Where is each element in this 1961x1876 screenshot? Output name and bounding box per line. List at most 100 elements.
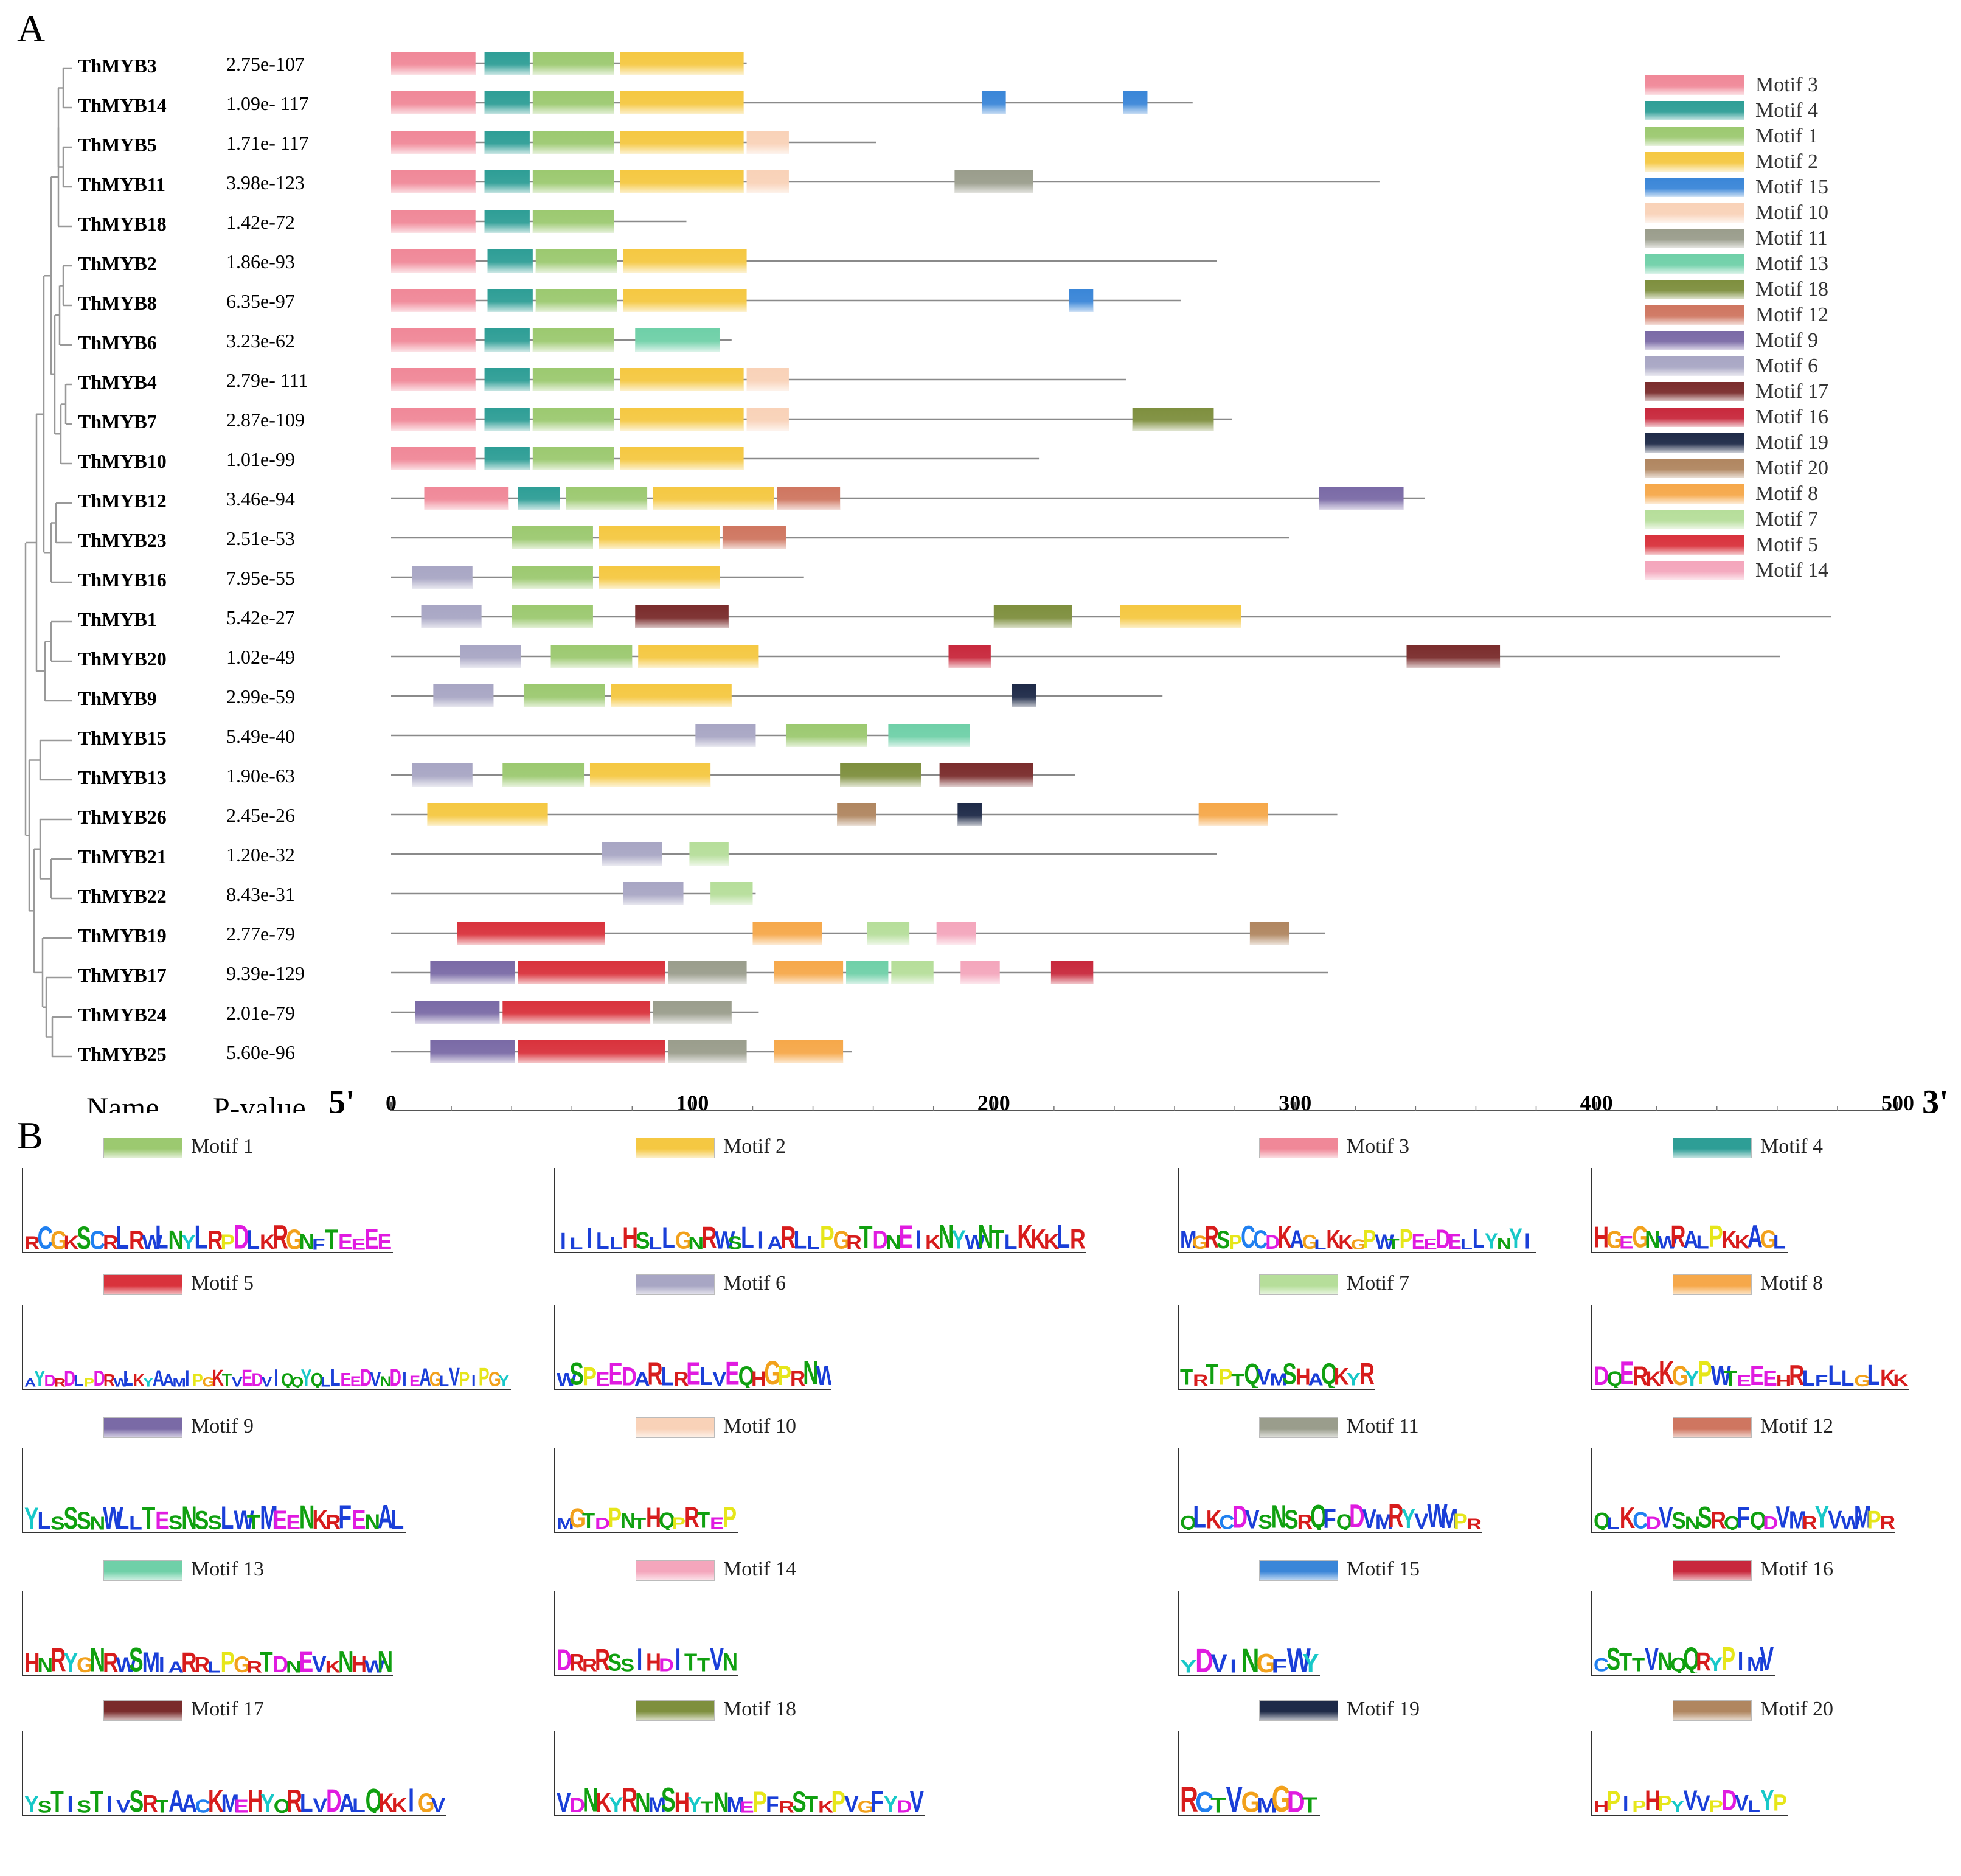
- legend-item-motif-7: Motif 7: [1645, 508, 1818, 530]
- logo-title: Motif 19: [1347, 1698, 1420, 1720]
- motif-8-box: [1198, 803, 1268, 826]
- motif-legend: Motif 3 Motif 4 Motif 1 Motif 2 Motif 15 Moti…: [1645, 74, 1828, 582]
- motif-3-box: [391, 328, 476, 352]
- motif-2-box: [623, 289, 747, 312]
- axis-tick-label: 500: [1881, 1091, 1914, 1115]
- gene-pvalue: 2.77e-79: [226, 923, 295, 945]
- motif-3-box: [424, 487, 509, 510]
- motif-3-box: [391, 289, 476, 312]
- motif-1-box: [785, 724, 867, 747]
- legend-item-motif-20: Motif 20: [1645, 457, 1828, 479]
- gene-row-ThMYB19: ThMYB19 2.77e-79: [78, 922, 1325, 947]
- motif-1-box: [512, 566, 593, 589]
- gene-pvalue: 6.35e-97: [226, 290, 295, 312]
- motif-9-box: [1319, 487, 1404, 510]
- legend-item-motif-14: Motif 14: [1645, 559, 1828, 582]
- legend-item-motif-2: Motif 2: [1645, 150, 1818, 173]
- logo-motif-swatch: [103, 1417, 182, 1438]
- logo-title: Motif 9: [191, 1415, 254, 1437]
- motif-9-box: [430, 1040, 515, 1063]
- logo-motif-swatch: [1259, 1274, 1338, 1295]
- motif-2-box: [611, 684, 732, 707]
- gene-name: ThMYB9: [78, 687, 157, 709]
- logo-title: Motif 10: [723, 1415, 796, 1437]
- motif-3-box: [391, 249, 476, 273]
- gene-name: ThMYB21: [78, 846, 167, 867]
- gene-pvalue: 1.01e-99: [226, 448, 295, 470]
- gene-pvalue: 2.99e-59: [226, 686, 295, 707]
- legend-item-motif-12: Motif 12: [1645, 304, 1828, 326]
- motif-1-box: [532, 328, 614, 352]
- gene-row-ThMYB23: ThMYB23 2.51e-53: [78, 526, 1289, 551]
- gene-pvalue: 1.20e-32: [226, 844, 295, 866]
- logo-motif-swatch: [1673, 1274, 1752, 1295]
- motif-1-box: [535, 289, 617, 312]
- gene-row-ThMYB20: ThMYB20 1.02e-49: [78, 645, 1780, 670]
- legend-item-motif-1: Motif 1: [1645, 125, 1818, 147]
- legend-item-motif-5: Motif 5: [1645, 533, 1818, 556]
- gene-pvalue: 1.71e- 117: [226, 132, 309, 154]
- motif-4-box: [484, 131, 530, 154]
- logo-motif-15: Motif 15 Y D V I N G F W Y: [1174, 1558, 1548, 1688]
- motif-9-box: [430, 961, 515, 984]
- gene-row-ThMYB2: ThMYB2 1.86e-93: [78, 249, 1217, 274]
- motif-2-box: [653, 487, 774, 510]
- logo-motif-20: Motif 20 H P I P H P Y V V P D V L Y P: [1588, 1698, 1928, 1828]
- legend-label: Motif 19: [1755, 431, 1828, 454]
- motif-6-box: [433, 684, 494, 707]
- legend-item-motif-16: Motif 16: [1645, 406, 1828, 428]
- gene-name: ThMYB26: [78, 806, 167, 828]
- motif-1-box: [550, 645, 633, 668]
- gene-pvalue: 1.86e-93: [226, 251, 295, 273]
- motif-6-box: [421, 605, 482, 628]
- legend-label: Motif 13: [1755, 252, 1828, 275]
- sequence-logo: WSPEEDARLRELVEQHGPRNW: [550, 1305, 831, 1390]
- gene-pvalue: 3.46e-94: [226, 488, 295, 510]
- gene-pvalue: 2.79e- 111: [226, 369, 308, 391]
- logo-motif-swatch: [1259, 1700, 1338, 1721]
- motif-20-box: [1249, 922, 1289, 945]
- logo-motif-swatch: [636, 1560, 715, 1581]
- gene-name: ThMYB23: [78, 529, 167, 551]
- motif-1-box: [532, 447, 614, 470]
- motif-16-box: [948, 645, 991, 668]
- motif-2-box: [599, 566, 720, 589]
- gene-pvalue: 2.75e-107: [226, 53, 305, 75]
- gene-name: ThMYB22: [78, 885, 167, 907]
- motif-7-box: [891, 961, 934, 984]
- legend-label: Motif 8: [1755, 482, 1818, 505]
- phylogenetic-tree: [24, 67, 72, 1058]
- motif-3-box: [391, 170, 476, 193]
- motif-14-box: [960, 961, 1000, 984]
- legend-label: Motif 11: [1755, 227, 1828, 249]
- five-prime-label: 5': [328, 1083, 355, 1113]
- logo-title: Motif 16: [1760, 1558, 1833, 1580]
- logo-title: Motif 12: [1760, 1415, 1833, 1437]
- motif-14-box: [936, 922, 976, 945]
- legend-item-motif-10: Motif 10: [1645, 201, 1828, 224]
- gene-pvalue: 3.23e-62: [226, 330, 295, 352]
- motif-4-box: [484, 447, 530, 470]
- motif-3-box: [391, 368, 476, 391]
- motif-7-box: [689, 842, 729, 866]
- gene-name: ThMYB8: [78, 292, 157, 314]
- gene-name: ThMYB10: [78, 450, 167, 472]
- motif-1-box: [532, 170, 614, 193]
- logo-title: Motif 6: [723, 1272, 786, 1294]
- legend-label: Motif 4: [1755, 99, 1818, 122]
- legend-label: Motif 18: [1755, 278, 1828, 301]
- motif-3-box: [391, 210, 476, 233]
- logo-title: Motif 7: [1347, 1272, 1409, 1294]
